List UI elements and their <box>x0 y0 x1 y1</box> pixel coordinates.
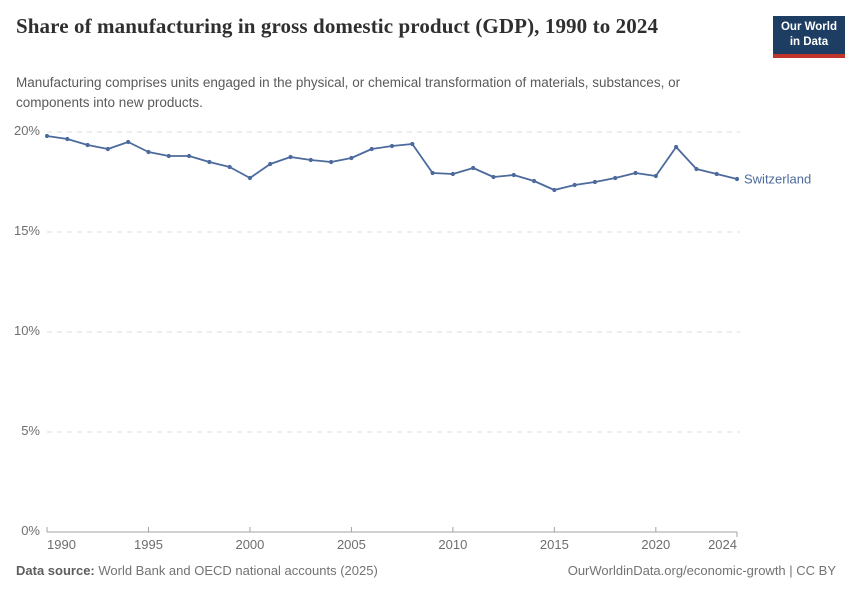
data-point[interactable] <box>308 157 313 163</box>
data-point[interactable] <box>450 171 455 177</box>
owid-logo-line1: Our World <box>780 21 837 33</box>
x-tick-label: 2015 <box>539 537 569 552</box>
data-point[interactable] <box>389 143 395 149</box>
data-point[interactable] <box>592 179 598 185</box>
y-tick-label: 15% <box>13 223 40 238</box>
x-tick-label: 2000 <box>235 537 265 552</box>
y-tick-label: 5% <box>21 423 40 438</box>
x-tick-label: 2005 <box>336 537 366 552</box>
data-point[interactable] <box>410 141 415 147</box>
data-point[interactable] <box>186 153 192 159</box>
data-point[interactable] <box>430 170 435 176</box>
data-point[interactable] <box>126 139 131 145</box>
x-tick-label: 2020 <box>641 537 671 552</box>
data-source-note: Data source: World Bank and OECD nationa… <box>16 563 378 578</box>
owid-logo-line2: in Data <box>789 35 829 48</box>
data-point[interactable] <box>714 171 719 177</box>
data-point[interactable] <box>734 176 740 182</box>
entity-label-switzerland[interactable]: Switzerland <box>744 171 812 187</box>
data-point[interactable] <box>329 159 334 165</box>
data-point[interactable] <box>349 155 354 161</box>
data-point[interactable] <box>633 170 638 176</box>
data-point[interactable] <box>227 164 232 170</box>
data-point[interactable] <box>44 133 50 139</box>
data-point[interactable] <box>105 146 110 152</box>
data-point[interactable] <box>288 154 293 160</box>
y-tick-label: 20% <box>13 123 40 138</box>
y-tick-label: 0% <box>21 523 40 538</box>
x-tick-label: 1995 <box>134 537 163 552</box>
x-tick-label: 1990 <box>47 537 76 552</box>
data-point[interactable] <box>207 159 212 165</box>
data-point[interactable] <box>369 146 374 152</box>
data-source-label: Data source: <box>16 563 95 578</box>
data-point[interactable] <box>552 187 557 193</box>
chart-title: Share of manufacturing in gross domestic… <box>16 14 659 38</box>
x-tick-label: 2010 <box>438 537 468 552</box>
data-point[interactable] <box>491 174 496 180</box>
data-point[interactable] <box>85 142 90 148</box>
data-point[interactable] <box>166 153 171 159</box>
data-point[interactable] <box>247 175 253 181</box>
data-point[interactable] <box>65 136 70 142</box>
data-point[interactable] <box>268 161 273 167</box>
data-point[interactable] <box>613 175 618 181</box>
rights-note[interactable]: OurWorldinData.org/economic-growth | CC … <box>567 563 836 578</box>
data-point[interactable] <box>471 165 476 171</box>
x-tick-label: 2024 <box>708 537 737 552</box>
data-point[interactable] <box>653 173 658 179</box>
data-point[interactable] <box>572 182 577 188</box>
data-point[interactable] <box>674 144 679 150</box>
data-point[interactable] <box>511 172 516 178</box>
data-point[interactable] <box>146 149 151 155</box>
data-point[interactable] <box>531 178 537 184</box>
data-point[interactable] <box>694 166 699 172</box>
owid-logo[interactable]: Our World in Data <box>772 16 845 58</box>
y-tick-label: 10% <box>13 323 40 338</box>
chart-subtitle: Manufacturing comprises units engaged in… <box>16 75 681 110</box>
data-source-text: World Bank and OECD national accounts (2… <box>94 563 378 578</box>
chart-footer: Data source: World Bank and OECD nationa… <box>16 563 836 578</box>
